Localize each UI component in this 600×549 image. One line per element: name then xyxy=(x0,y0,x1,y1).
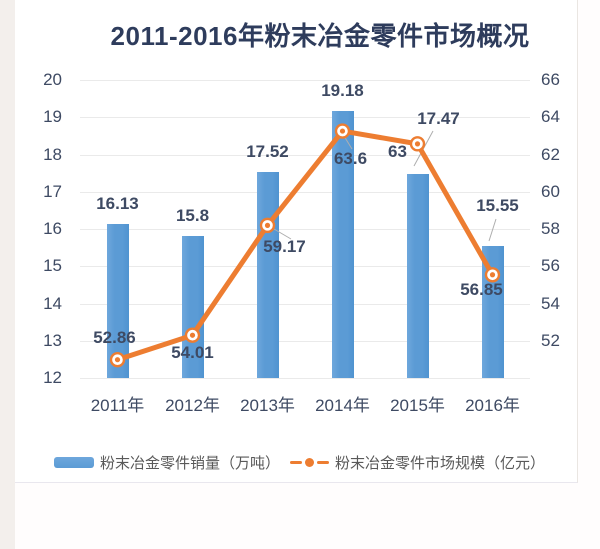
gridline xyxy=(80,340,530,342)
y-axis-tick-left: 13 xyxy=(43,330,62,350)
y-axis-tick-left: 16 xyxy=(43,219,62,238)
bar-value-label: 15.55 xyxy=(476,195,519,215)
y-axis-tick-right: 62 xyxy=(541,144,560,164)
line-series-swatch-icon xyxy=(290,457,330,467)
legend-item-sales-volume: 粉末冶金零件销量（万吨） xyxy=(54,452,280,473)
bar-2011年 xyxy=(106,224,129,378)
line-value-label: 59.17 xyxy=(263,237,306,257)
y-axis-tick-left: 18 xyxy=(43,144,62,164)
y-axis-tick-right: 60 xyxy=(541,181,560,201)
legend-item-market-scale: 粉末冶金零件市场规模（亿元） xyxy=(290,452,545,473)
bar-2013年 xyxy=(256,172,279,378)
y-axis-tick-right: 56 xyxy=(541,256,560,276)
gridline xyxy=(80,378,530,379)
y-axis-tick-left: 15 xyxy=(43,256,62,276)
gridline xyxy=(80,154,530,156)
page-edge-strip xyxy=(0,0,15,549)
bar-value-label: 15.8 xyxy=(175,206,210,226)
line-value-label: 63 xyxy=(388,141,407,161)
line-value-label: 52.86 xyxy=(93,327,136,347)
bar-value-label: 19.18 xyxy=(321,80,364,100)
label-leader-line xyxy=(488,218,497,242)
y-axis-tick-right: 58 xyxy=(541,219,560,238)
bar-2016年 xyxy=(481,245,504,378)
bar-value-label: 17.47 xyxy=(417,109,460,129)
gridline xyxy=(80,80,530,81)
y-axis-tick-left: 17 xyxy=(43,181,62,201)
x-axis-label: 2012年 xyxy=(165,396,220,415)
gridline xyxy=(80,229,530,230)
line-value-label: 54.01 xyxy=(171,343,214,363)
gridline xyxy=(80,117,530,119)
legend-label-market-scale: 粉末冶金零件市场规模（亿元） xyxy=(335,454,546,472)
chart-plot-area: 20 66 19 64 18 62 17 60 16 58 15 56 14 54 13 52 12 2011年 2… xyxy=(43,70,560,416)
y-axis-tick-left: 12 xyxy=(43,368,62,387)
y-axis-tick-left: 20 xyxy=(43,70,62,89)
y-axis-tick-right: 52 xyxy=(541,330,560,350)
y-axis-tick-right: 64 xyxy=(541,107,560,127)
y-axis-tick-left: 19 xyxy=(43,107,62,127)
y-axis-tick-right: 66 xyxy=(541,70,560,89)
gridline xyxy=(80,266,530,268)
x-axis-label: 2013年 xyxy=(240,396,295,415)
x-axis-label: 2014年 xyxy=(315,396,370,415)
line-value-label: 63.6 xyxy=(333,149,368,169)
gridline xyxy=(80,191,530,193)
bar-value-label: 16.13 xyxy=(96,194,139,214)
chart-title: 2011-2016年粉末冶金零件市场概况 xyxy=(110,21,530,51)
gridline xyxy=(80,303,530,305)
bar-value-label: 17.52 xyxy=(246,142,289,162)
x-axis-label: 2015年 xyxy=(390,396,445,415)
x-axis-label: 2011年 xyxy=(90,396,145,415)
y-axis-tick-left: 14 xyxy=(43,293,62,313)
chart-legend: 粉末冶金零件销量（万吨） 粉末冶金零件市场规模（亿元） xyxy=(54,450,545,474)
legend-label-sales-volume: 粉末冶金零件销量（万吨） xyxy=(100,454,281,472)
bar-series-swatch-icon xyxy=(54,456,94,468)
line-value-label: 56.85 xyxy=(460,279,503,299)
y-axis-tick-right: 54 xyxy=(541,293,560,313)
bar-2015年 xyxy=(406,174,429,378)
x-axis-label: 2016年 xyxy=(465,396,520,415)
